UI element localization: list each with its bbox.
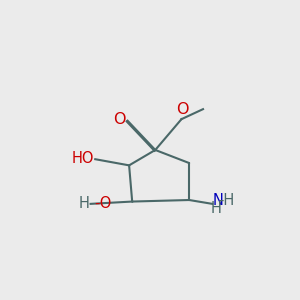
Text: O: O [176,102,188,117]
Text: HO: HO [72,151,94,166]
Text: H: H [211,201,222,216]
Text: O: O [113,112,125,128]
Text: H: H [79,196,90,211]
Text: N: N [213,193,224,208]
Text: -O: -O [94,196,112,211]
Text: -H: -H [218,193,235,208]
